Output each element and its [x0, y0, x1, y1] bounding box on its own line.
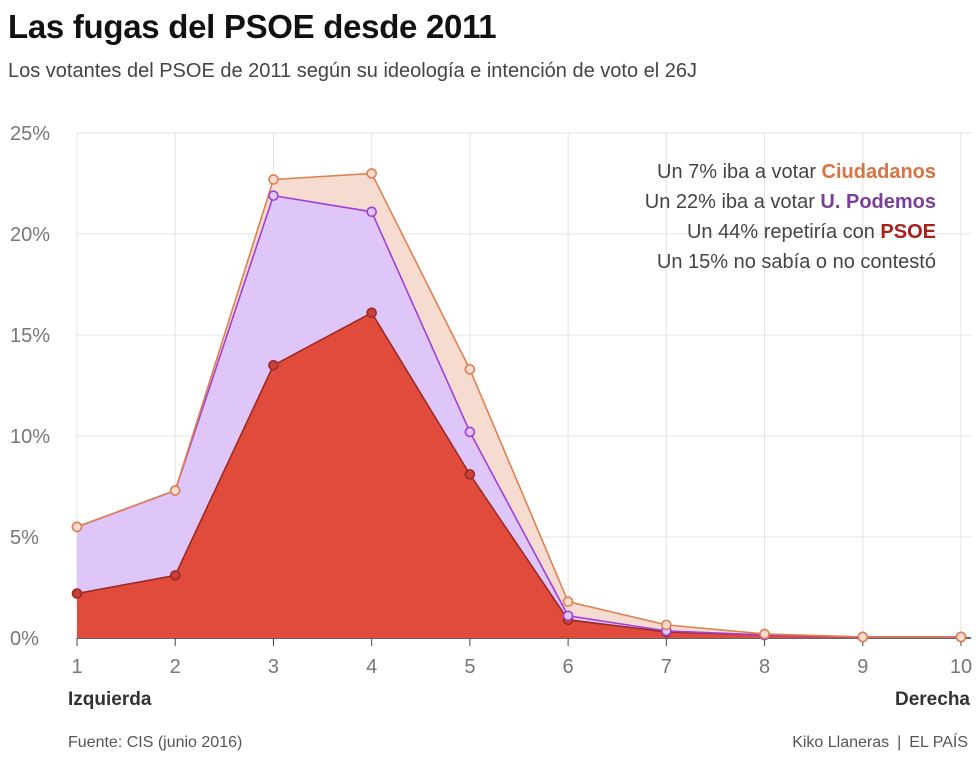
x-axis-right-label: Derecha	[895, 689, 970, 710]
point-ciudadanos	[366, 168, 377, 179]
point-u-podemos	[268, 190, 279, 201]
area-u-podemos	[77, 195, 961, 637]
point-psoe	[268, 359, 279, 371]
credits: Kiko Llaneras | EL PAÍS	[792, 734, 968, 752]
annotation-line: Un 7% iba a votar Ciudadanos	[657, 161, 936, 183]
y-tick-label: 25%	[10, 123, 50, 145]
point-ciudadanos	[759, 628, 770, 640]
area-series	[77, 173, 961, 638]
x-tick-label: 9	[857, 656, 868, 678]
point-ciudadanos	[169, 485, 181, 496]
y-tick-label: 20%	[10, 224, 50, 246]
x-tick-label: 2	[170, 656, 181, 678]
annotation-text: Un 7% iba a votar	[657, 161, 822, 183]
annotation-highlight: U. Podemos	[820, 191, 936, 213]
series-points	[71, 168, 967, 643]
y-axis: 0% 5% 10% 15% 20% 25%	[10, 123, 50, 650]
point-psoe	[464, 469, 476, 480]
series-lines	[76, 172, 961, 638]
point-ciudadanos	[71, 521, 83, 533]
outlet-credit: EL PAÍS	[909, 734, 968, 751]
point-psoe	[366, 307, 377, 319]
y-tick-label: 5%	[10, 527, 39, 549]
point-u-podemos	[366, 206, 377, 218]
x-tick-label: 4	[366, 656, 377, 678]
author-credit: Kiko Llaneras	[792, 734, 890, 751]
annotation-line: Un 44% repetiría con PSOE	[687, 221, 936, 243]
point-psoe	[71, 588, 83, 599]
point-u-podemos	[464, 426, 476, 438]
x-axis: 1 2 3 4 5 6 7 8 9 10 Izquierda Derecha	[68, 656, 972, 710]
annotation-text: Un 22% iba a votar	[645, 191, 821, 213]
y-tick-label: 0%	[10, 628, 39, 650]
annotation-highlight: Ciudadanos	[822, 161, 936, 183]
point-ciudadanos	[268, 174, 279, 185]
chart-title: Las fugas del PSOE desde 2011	[8, 8, 497, 45]
annotation-text: Un 44% repetiría con	[687, 221, 880, 243]
y-tick-label: 15%	[10, 325, 50, 347]
point-ciudadanos	[562, 596, 574, 607]
x-tick-label: 7	[661, 656, 672, 678]
annotation-line: Un 15% no sabía o no contestó	[657, 251, 936, 273]
chart-subtitle: Los votantes del PSOE de 2011 según su i…	[8, 60, 698, 82]
credit-separator: |	[897, 734, 902, 751]
annotation-text: Un 15% no sabía o no contestó	[657, 251, 936, 273]
annotation-highlight: PSOE	[880, 221, 936, 243]
point-ciudadanos	[464, 364, 476, 375]
y-tick-label: 10%	[10, 426, 50, 448]
annotation-line: Un 22% iba a votar U. Podemos	[645, 191, 936, 213]
x-tick-label: 6	[563, 656, 574, 678]
line-ciudadanos	[76, 172, 961, 638]
point-psoe	[169, 570, 181, 581]
x-tick-label: 8	[759, 656, 770, 678]
point-u-podemos	[562, 610, 574, 622]
x-tick-label: 3	[268, 656, 279, 678]
point-ciudadanos	[955, 631, 967, 643]
point-ciudadanos	[661, 619, 672, 631]
point-ciudadanos	[857, 631, 869, 643]
x-axis-left-label: Izquierda	[68, 689, 152, 710]
x-tick-label: 1	[71, 656, 82, 678]
source-note: Fuente: CIS (junio 2016)	[68, 734, 243, 751]
x-tick-label: 5	[464, 656, 475, 678]
x-tick-label: 10	[950, 656, 972, 678]
area-psoe	[77, 312, 961, 638]
